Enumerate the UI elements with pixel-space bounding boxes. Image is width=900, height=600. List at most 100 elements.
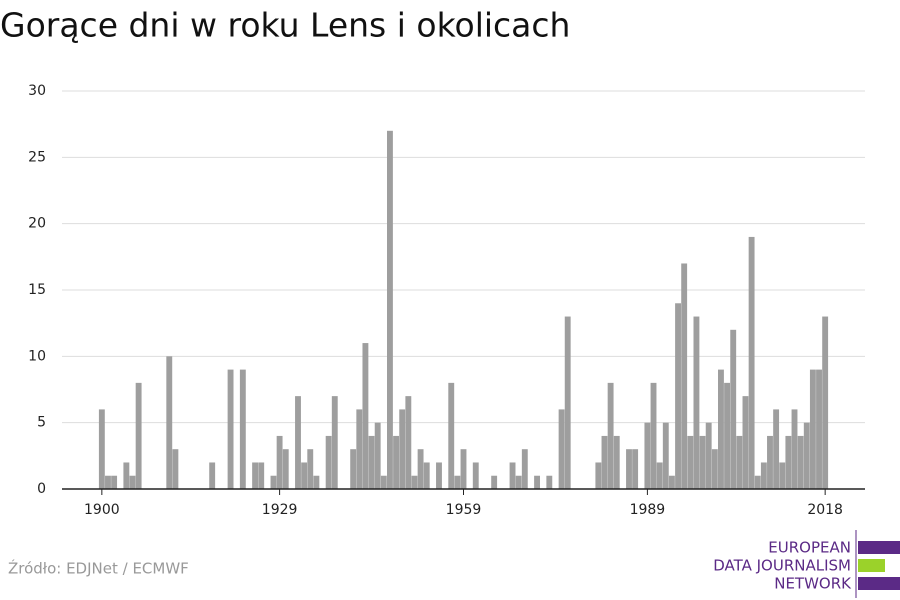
- bar: [626, 449, 632, 489]
- bar: [607, 382, 614, 489]
- bar: [405, 396, 412, 489]
- logo: EUROPEAN DATA JOURNALISM NETWORK: [713, 530, 900, 598]
- logo-text: NETWORK: [774, 575, 852, 593]
- bar: [423, 462, 430, 489]
- bar: [393, 435, 400, 489]
- bar: [166, 356, 173, 489]
- x-tick-label: 2018: [807, 502, 843, 518]
- bar: [295, 396, 301, 489]
- logo-bar: [858, 559, 885, 572]
- bar: [282, 449, 289, 489]
- bar: [270, 475, 277, 489]
- bar: [129, 475, 136, 489]
- bar: [356, 409, 363, 489]
- bar: [454, 475, 461, 489]
- bar: [816, 369, 822, 489]
- source: Źródło: EDJNet / ECMWF: [8, 559, 189, 578]
- bar: [313, 475, 320, 489]
- bar: [325, 435, 332, 489]
- bar: [546, 475, 553, 489]
- bar: [331, 396, 338, 489]
- y-tick-label: 0: [37, 481, 46, 497]
- bar: [773, 409, 780, 489]
- logo-text: EUROPEAN: [768, 539, 851, 557]
- bar: [98, 409, 105, 489]
- logo-bar: [858, 577, 900, 590]
- bar: [534, 475, 540, 489]
- bar: [662, 422, 669, 489]
- x-tick-label: 1989: [630, 502, 666, 518]
- bar: [411, 475, 418, 489]
- bar: [509, 462, 516, 489]
- bar: [307, 449, 314, 489]
- bar: [558, 409, 565, 489]
- bar: [675, 303, 681, 489]
- bar: [515, 475, 522, 489]
- bar: [123, 462, 130, 489]
- bar: [822, 316, 829, 489]
- bar: [491, 475, 498, 489]
- bar: [779, 462, 786, 489]
- bar: [417, 449, 424, 489]
- bar: [668, 475, 675, 489]
- bar: [436, 462, 442, 489]
- bar: [387, 130, 393, 490]
- bar: [460, 449, 467, 489]
- bar: [687, 435, 694, 489]
- bar: [362, 343, 369, 489]
- bar: [105, 475, 111, 489]
- bar: [368, 435, 375, 489]
- bar: [172, 449, 179, 489]
- bar: [276, 435, 283, 489]
- bar: [258, 462, 265, 489]
- bar: [803, 422, 810, 489]
- bar: [650, 382, 657, 489]
- bar: [239, 369, 246, 489]
- bar: [785, 435, 792, 489]
- y-tick-label: 25: [28, 149, 46, 165]
- bar: [380, 475, 387, 489]
- bar: [521, 449, 528, 489]
- bar: [135, 382, 142, 489]
- bar: [809, 369, 816, 489]
- bar: [748, 236, 755, 489]
- logo-bar: [858, 541, 900, 554]
- bar: [472, 462, 479, 489]
- bar: [693, 316, 700, 489]
- bar: [718, 369, 724, 489]
- bar: [724, 382, 731, 489]
- bar: [797, 435, 804, 489]
- bar: [209, 462, 216, 489]
- bar: [613, 435, 620, 489]
- chart-title: Gorące dni w roku Lens i okolicach: [0, 6, 570, 45]
- y-tick-label: 20: [28, 216, 46, 232]
- y-tick-label: 10: [28, 348, 46, 364]
- bar: [595, 462, 602, 489]
- bar: [760, 462, 767, 489]
- bar: [252, 462, 259, 489]
- bar: [754, 475, 761, 489]
- x-tick-label: 1900: [84, 502, 120, 518]
- bar: [656, 462, 663, 489]
- bar: [736, 435, 743, 489]
- bar: [644, 422, 651, 489]
- y-tick-label: 5: [37, 415, 46, 431]
- x-tick-label: 1959: [446, 502, 482, 518]
- bar: [399, 409, 406, 489]
- bar: [448, 382, 455, 489]
- bar: [564, 316, 571, 489]
- bar: [227, 369, 234, 489]
- bar: [699, 435, 706, 489]
- bar: [632, 449, 639, 489]
- bar: [681, 263, 688, 489]
- bar: [767, 435, 773, 489]
- bar: [791, 409, 798, 489]
- bar: [730, 329, 737, 489]
- bar: [711, 449, 718, 489]
- bar: [705, 422, 712, 489]
- x-tick-label: 1929: [262, 502, 298, 518]
- y-tick-label: 30: [28, 83, 46, 99]
- bar: [111, 475, 118, 489]
- bar: [301, 462, 308, 489]
